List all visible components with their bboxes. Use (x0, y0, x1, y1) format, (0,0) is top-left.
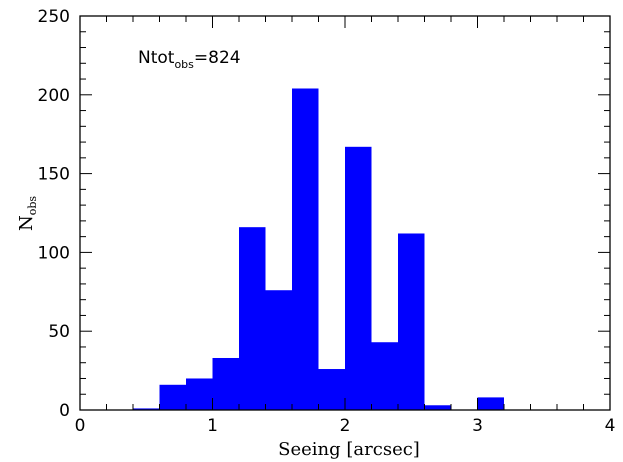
bar-6 (239, 227, 266, 410)
bar-12 (398, 233, 425, 410)
x-tick-label: 0 (75, 416, 86, 436)
bars-group (133, 88, 504, 411)
annotation-main: Ntot (138, 48, 175, 68)
y-axis-title-sub: obs (26, 196, 39, 216)
total-observations-annotation: Ntotobs=824 (138, 48, 241, 71)
bar-4 (186, 378, 213, 410)
y-tick-label: 200 (38, 86, 70, 106)
y-tick-label: 250 (38, 7, 70, 27)
x-axis-title: Seeing [arcsec] (278, 439, 420, 460)
y-tick-labels: 0 50 100 150 200 250 (38, 7, 70, 421)
bar-13 (424, 405, 451, 410)
bar-10 (345, 146, 372, 411)
bar-8 (292, 88, 319, 410)
bar-5 (212, 357, 239, 410)
ticks-group (79, 15, 611, 411)
y-tick-label: 0 (59, 401, 70, 421)
bar-11 (371, 342, 398, 410)
plot-frame (79, 15, 611, 411)
x-tick-label: 2 (340, 416, 351, 436)
bar-3 (159, 384, 186, 410)
y-tick-label: 50 (48, 322, 70, 342)
x-tick-label: 3 (472, 416, 483, 436)
x-tick-labels: 0 1 2 3 4 (75, 416, 616, 436)
y-tick-label: 150 (38, 165, 70, 185)
bar-9 (318, 369, 345, 410)
bar-7 (265, 290, 292, 410)
annotation-sub: obs (174, 58, 194, 71)
bar-2 (133, 408, 160, 410)
annotation-value: =824 (194, 48, 241, 68)
y-axis-title-main: N (16, 215, 37, 231)
bar-15 (477, 397, 504, 410)
x-tick-label: 4 (605, 416, 616, 436)
y-tick-label: 100 (38, 243, 70, 263)
y-axis-title: Nobs (16, 196, 39, 231)
x-tick-label: 1 (207, 416, 218, 436)
